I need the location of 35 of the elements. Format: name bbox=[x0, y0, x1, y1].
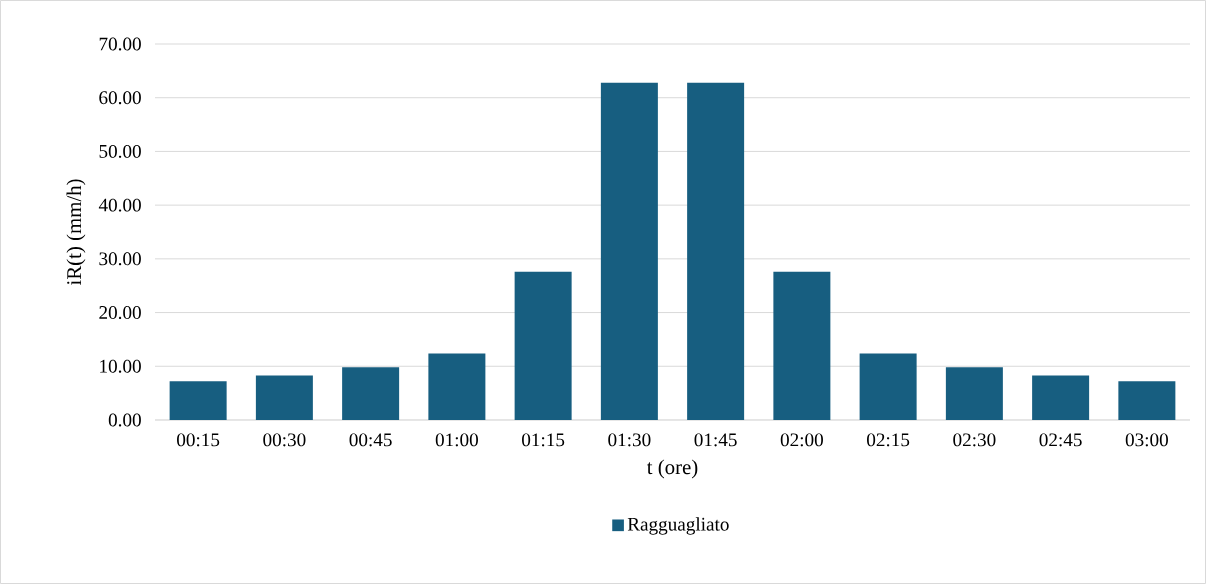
y-tick-label: 10.00 bbox=[100, 359, 141, 373]
bar bbox=[342, 367, 400, 420]
x-tick-label: 00:30 bbox=[263, 433, 306, 447]
bar bbox=[945, 367, 1003, 420]
legend-label: Ragguagliato bbox=[627, 517, 729, 535]
bar bbox=[169, 381, 227, 420]
bar bbox=[687, 82, 745, 420]
y-tick-label: 0.00 bbox=[108, 413, 141, 427]
x-tick-label: 01:30 bbox=[608, 433, 651, 447]
x-tick-label: 02:45 bbox=[1039, 433, 1082, 447]
x-tick-label: 02:30 bbox=[953, 433, 996, 447]
y-tick-label: 60.00 bbox=[99, 91, 141, 105]
x-tick-label: 03:00 bbox=[1125, 433, 1168, 447]
bar bbox=[514, 271, 572, 420]
bar bbox=[1032, 375, 1090, 420]
y-axis-title: iR(t) (mm/h) bbox=[66, 179, 86, 286]
x-tick-label: 01:00 bbox=[435, 433, 478, 447]
y-tick-label: 30.00 bbox=[99, 252, 141, 266]
x-tick-label: 00:15 bbox=[177, 433, 220, 447]
x-tick-label: 02:00 bbox=[780, 433, 823, 447]
bar bbox=[255, 375, 313, 420]
bar bbox=[428, 353, 486, 420]
y-tick-label: 20.00 bbox=[99, 306, 141, 320]
bar bbox=[1118, 381, 1176, 420]
x-axis-title: t (ore) bbox=[646, 459, 698, 479]
x-tick-label: 01:45 bbox=[694, 433, 737, 447]
bar bbox=[859, 353, 917, 420]
x-tick-label: 02:15 bbox=[867, 433, 910, 447]
y-tick-label: 40.00 bbox=[98, 198, 141, 212]
bar bbox=[600, 82, 658, 420]
y-tick-label: 50.00 bbox=[99, 144, 141, 158]
x-tick-label: 00:45 bbox=[349, 433, 392, 447]
bar bbox=[773, 271, 831, 420]
x-tick-label: 01:15 bbox=[522, 433, 565, 447]
y-tick-label: 70.00 bbox=[99, 37, 141, 51]
